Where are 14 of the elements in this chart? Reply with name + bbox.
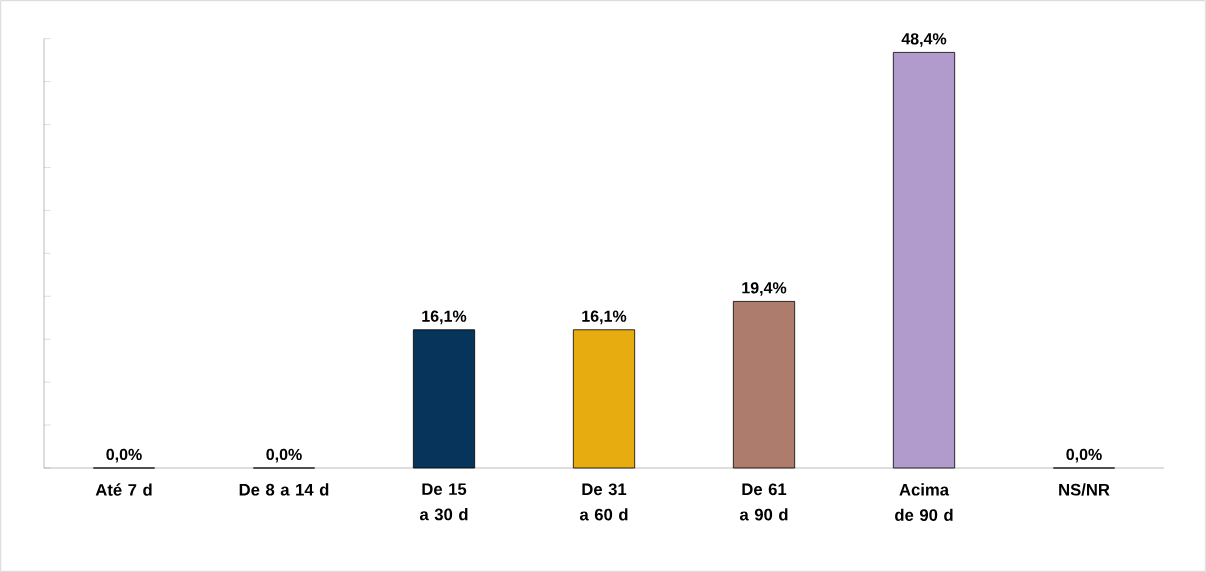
data-label: 0,0% xyxy=(266,448,302,463)
data-label: 48,4% xyxy=(901,33,947,47)
data-label: 0,0% xyxy=(1066,448,1102,463)
x-tick-label: De 31 a 60 d xyxy=(579,483,628,521)
data-label: 16,1% xyxy=(422,310,467,325)
x-tick-label: De 15 a 30 d xyxy=(419,483,468,521)
data-label: 16,1% xyxy=(582,310,627,325)
data-label: 19,4% xyxy=(742,282,787,296)
x-tick-label: De 8 a 14 d xyxy=(239,483,329,496)
data-label: 0,0% xyxy=(106,448,142,463)
x-tick-label: Acima de 90 d xyxy=(895,483,953,521)
x-tick-label: Até 7 d xyxy=(95,483,152,496)
x-tick-label: NS/NR xyxy=(1059,483,1110,496)
x-tick-label: De 61 a 90 d xyxy=(739,483,788,521)
